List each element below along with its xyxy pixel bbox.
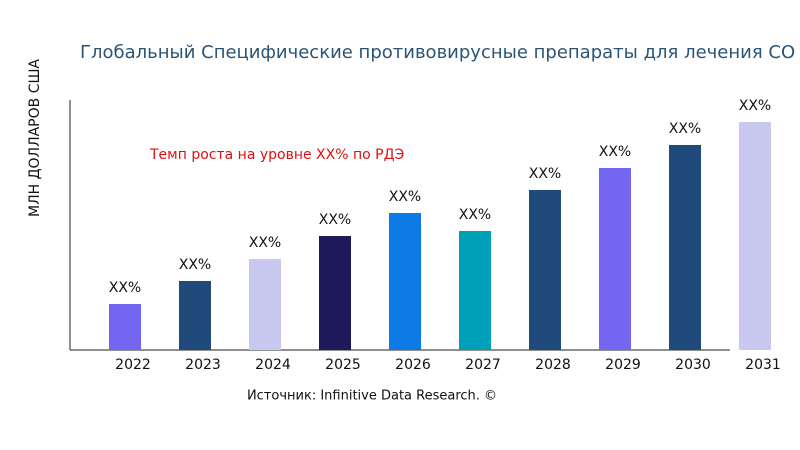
value-label: XX% xyxy=(739,98,771,114)
value-label: XX% xyxy=(529,166,561,182)
bar xyxy=(179,281,211,350)
annotation: Темп роста на уровне XX% по РДЭ xyxy=(149,147,404,163)
x-tick-label: 2023 xyxy=(185,357,221,373)
source: Источник: Infinitive Data Research. © xyxy=(247,389,497,404)
bar xyxy=(739,122,771,350)
bar xyxy=(319,236,351,350)
x-tick-label: 2029 xyxy=(605,357,641,373)
value-label: XX% xyxy=(179,257,211,273)
value-label: XX% xyxy=(669,121,701,137)
x-tick-label: 2028 xyxy=(535,357,571,373)
value-label: XX% xyxy=(109,280,141,296)
value-label: XX% xyxy=(389,189,421,205)
x-tick-label: 2024 xyxy=(255,357,291,373)
value-label: XX% xyxy=(459,207,491,223)
value-label: XX% xyxy=(249,235,281,251)
x-tick-label: 2031 xyxy=(745,357,781,373)
value-label: XX% xyxy=(319,212,351,228)
bar xyxy=(389,213,421,350)
y-axis-label: МЛН ДОЛЛАРОВ США xyxy=(27,59,43,217)
bar xyxy=(459,231,491,350)
chart-title: Глобальный Специфические противовирусные… xyxy=(80,42,795,63)
bar xyxy=(669,145,701,350)
bar xyxy=(529,190,561,350)
x-tick-label: 2030 xyxy=(675,357,711,373)
x-tick-label: 2022 xyxy=(115,357,151,373)
bar xyxy=(109,304,141,350)
x-tick-label: 2026 xyxy=(395,357,431,373)
x-tick-label: 2027 xyxy=(465,357,501,373)
bar xyxy=(249,259,281,350)
x-tick-label: 2025 xyxy=(325,357,361,373)
bar xyxy=(599,168,631,350)
value-label: XX% xyxy=(599,144,631,160)
